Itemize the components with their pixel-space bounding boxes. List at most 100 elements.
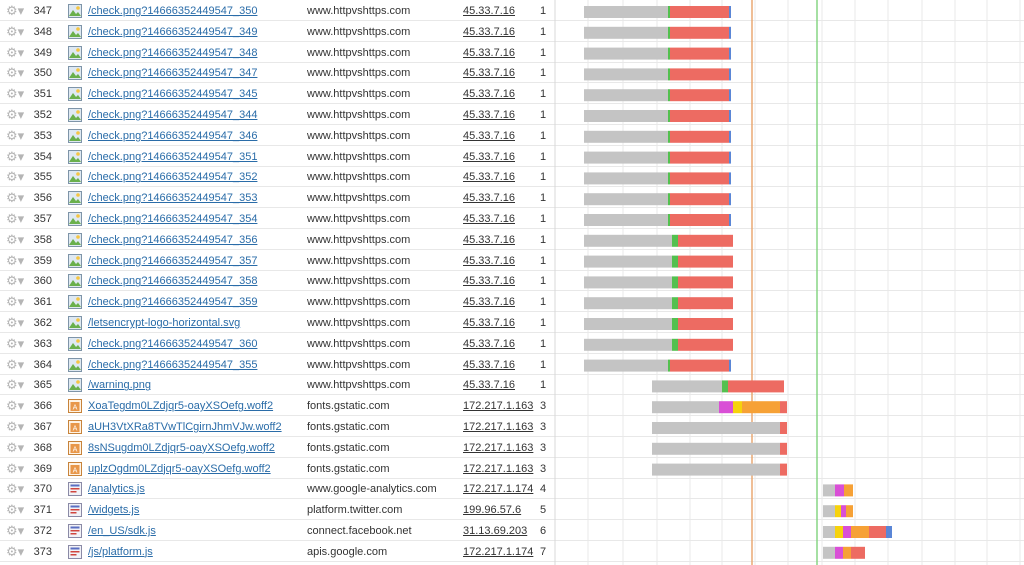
ip-address-link[interactable]: 45.33.7.16 [463, 171, 515, 184]
gear-icon[interactable]: ⚙▾ [6, 523, 24, 538]
waterfall-bar-dns[interactable] [835, 505, 841, 518]
waterfall-bar-wait[interactable] [584, 6, 668, 18]
waterfall-bar-connect[interactable] [668, 214, 670, 226]
waterfall-bar-tail_blue[interactable] [729, 130, 731, 143]
ip-address-link[interactable]: 45.33.7.16 [463, 254, 515, 267]
gear-icon[interactable]: ⚙▾ [6, 252, 24, 268]
waterfall-bar-wait[interactable] [584, 89, 668, 102]
waterfall-bar-download[interactable] [670, 110, 729, 122]
table-row[interactable]: ⚙▾ 349/check.png?14666352449547_348 www.ht… [0, 43, 1024, 63]
request-url-link[interactable]: /warning.png [88, 379, 151, 392]
gear-icon[interactable]: ⚙▾ [6, 3, 24, 18]
waterfall-bar-download[interactable] [670, 151, 729, 164]
waterfall-bar-download[interactable] [670, 6, 729, 18]
waterfall-bar-dns[interactable] [835, 526, 843, 538]
waterfall-bar-tail_blue[interactable] [729, 26, 731, 39]
waterfall-bar-wait[interactable] [584, 276, 672, 289]
gear-icon[interactable]: ⚙▾ [6, 169, 24, 185]
request-url-link[interactable]: /check.png?14666352449547_345 [88, 88, 258, 101]
waterfall-bar-wait[interactable] [584, 47, 668, 60]
ip-address-link[interactable]: 199.96.57.6 [463, 504, 522, 517]
request-url-link[interactable]: uplzOgdm0LZdjqr5-oayXSOefg.woff2 [88, 462, 271, 475]
waterfall-bar-wait[interactable] [584, 172, 668, 185]
gear-icon[interactable]: ⚙▾ [6, 148, 24, 164]
gear-icon[interactable]: ⚙▾ [6, 294, 24, 310]
waterfall-bar-ssl_orange[interactable] [843, 546, 851, 559]
waterfall-bar-download[interactable] [780, 442, 787, 455]
waterfall-bar-wait[interactable] [823, 546, 835, 559]
table-row[interactable]: ⚙▾ 356/check.png?14666352449547_353 www.ht… [0, 188, 1024, 209]
waterfall-bar-wait[interactable] [584, 297, 672, 310]
waterfall-bar-connect[interactable] [668, 172, 670, 185]
waterfall-bar-wait[interactable] [584, 26, 668, 39]
request-url-link[interactable]: /check.png?14666352449547_355 [88, 358, 258, 371]
waterfall-bar-wait[interactable] [652, 463, 780, 476]
waterfall-bar-ssl_orange[interactable] [844, 484, 853, 497]
waterfall-bar-download[interactable] [670, 359, 729, 372]
table-row[interactable]: ⚙▾ 364/check.png?14666352449547_355 www.ht… [0, 355, 1024, 375]
waterfall-bar-download[interactable] [678, 297, 733, 310]
table-row[interactable]: ⚙▾ 358/check.png?14666352449547_356 www.ht… [0, 230, 1024, 250]
waterfall-bar-tail_blue[interactable] [729, 6, 731, 18]
ip-address-link[interactable]: 31.13.69.203 [463, 525, 528, 537]
waterfall-bar-tail_blue[interactable] [729, 68, 731, 81]
waterfall-bar-wait[interactable] [584, 130, 668, 143]
waterfall-bar-connect[interactable] [668, 26, 670, 39]
waterfall-bar-wait[interactable] [584, 234, 672, 247]
waterfall-bar-download[interactable] [678, 234, 733, 247]
waterfall-bar-tail_blue[interactable] [729, 193, 731, 206]
ip-address-link[interactable]: 45.33.7.16 [463, 233, 515, 246]
waterfall-bar-download[interactable] [728, 380, 784, 393]
table-row[interactable]: ⚙▾ 362/letsencrypt-logo-horizontal.svg www… [0, 313, 1024, 333]
waterfall-bar-wait[interactable] [652, 380, 722, 393]
ip-address-link[interactable]: 45.33.7.16 [463, 46, 515, 59]
gear-icon[interactable]: ⚙▾ [6, 273, 24, 289]
ip-address-link[interactable]: 45.33.7.16 [463, 275, 515, 288]
request-url-link[interactable]: /check.png?14666352449547_348 [88, 46, 258, 59]
ip-address-link[interactable]: 45.33.7.16 [463, 5, 515, 17]
waterfall-bar-download[interactable] [780, 401, 787, 414]
waterfall-bar-connect[interactable] [668, 47, 670, 60]
waterfall-bar-connect[interactable] [668, 359, 670, 372]
table-row[interactable]: ⚙▾ 354/check.png?14666352449547_351 www.ht… [0, 147, 1024, 167]
waterfall-bar-wait[interactable] [584, 110, 668, 122]
waterfall-bar-connect[interactable] [668, 68, 670, 81]
gear-icon[interactable]: ⚙▾ [6, 315, 24, 330]
request-url-link[interactable]: /check.png?14666352449547_351 [88, 150, 258, 163]
request-url-link[interactable]: /check.png?14666352449547_360 [88, 337, 258, 350]
request-url-link[interactable]: XoaTegdm0LZdjqr5-oayXSOefg.woff2 [88, 400, 274, 413]
gear-icon[interactable]: ⚙▾ [6, 335, 24, 351]
waterfall-bar-download[interactable] [670, 130, 729, 143]
request-url-link[interactable]: /check.png?14666352449547_359 [88, 296, 258, 309]
gear-icon[interactable]: ⚙▾ [6, 356, 24, 372]
waterfall-bar-ssl[interactable] [841, 505, 846, 518]
gear-icon[interactable]: ⚙▾ [6, 543, 24, 559]
table-row[interactable]: ⚙▾ 360/check.png?14666352449547_358 www.ht… [0, 271, 1024, 292]
waterfall-bar-wait[interactable] [584, 68, 668, 81]
ip-address-link[interactable]: 45.33.7.16 [463, 88, 515, 101]
waterfall-bar-ssl_orange[interactable] [846, 505, 853, 518]
waterfall-bar-tail_blue[interactable] [886, 526, 892, 538]
waterfall-bar-ssl_orange[interactable] [742, 401, 780, 414]
table-row[interactable]: ⚙▾ 363/check.png?14666352449547_360 www.ht… [0, 334, 1024, 354]
waterfall-bar-tail_blue[interactable] [729, 151, 731, 164]
waterfall-bar-connect[interactable] [668, 6, 670, 18]
ip-address-link[interactable]: 45.33.7.16 [463, 25, 515, 38]
table-row[interactable]: ⚙▾ 370/analytics.js www.google-analytics.c… [0, 479, 1024, 500]
table-row[interactable]: ⚙▾ 371/widgets.js platform.twitter.com 199.… [0, 500, 1024, 521]
waterfall-bar-tail_blue[interactable] [729, 172, 731, 185]
gear-icon[interactable]: ⚙▾ [6, 231, 24, 247]
waterfall-bar-download[interactable] [670, 26, 729, 39]
gear-icon[interactable]: ⚙▾ [6, 211, 24, 226]
table-row[interactable]: ⚙▾ 351/check.png?14666352449547_345 www.ht… [0, 84, 1024, 105]
gear-icon[interactable]: ⚙▾ [6, 127, 24, 143]
waterfall-bar-wait[interactable] [584, 318, 672, 330]
request-url-link[interactable]: /check.png?14666352449547_353 [88, 192, 258, 205]
request-url-link[interactable]: /check.png?14666352449547_346 [88, 129, 258, 142]
table-row[interactable]: ⚙▾ 372/en_US/sdk.js connect.facebook.net 31… [0, 521, 1024, 541]
waterfall-bar-connect[interactable] [672, 318, 678, 330]
gear-icon[interactable]: ⚙▾ [6, 398, 24, 414]
waterfall-bar-download[interactable] [678, 276, 733, 289]
ip-address-link[interactable]: 172.217.1.163 [463, 462, 534, 475]
table-row[interactable]: ⚙▾ 368 A 8sNSugdm0LZdjqr5-oayXSOefg.woff2 fo… [0, 438, 1024, 458]
